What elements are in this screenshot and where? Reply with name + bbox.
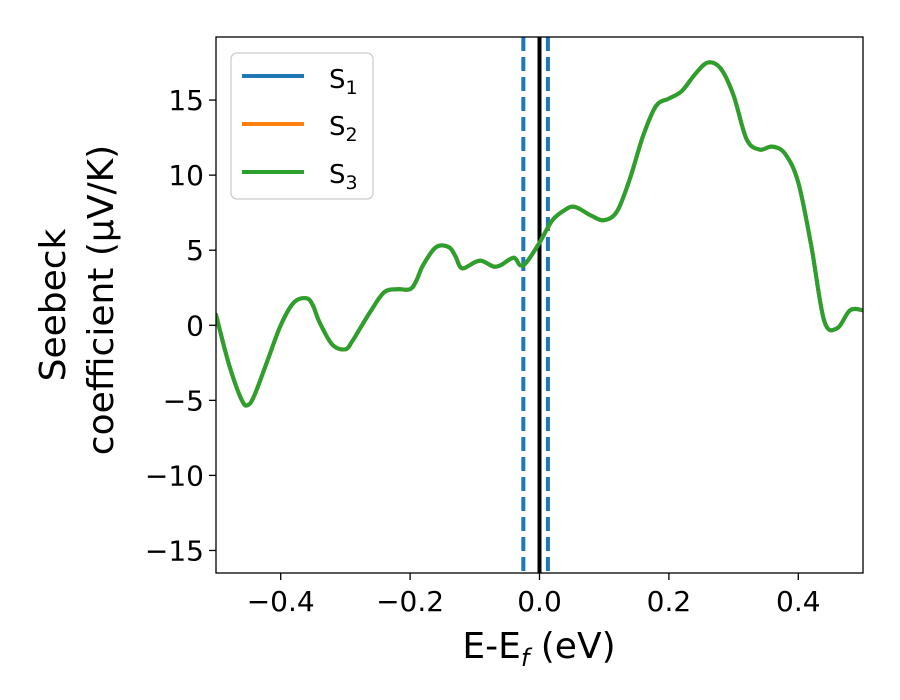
legend: S1 S2 S3 bbox=[230, 52, 374, 200]
y-axis-title-line2: coefficient (μV/K) bbox=[81, 145, 122, 455]
y-tick-label: −10 bbox=[145, 459, 204, 492]
plot-content bbox=[216, 37, 863, 573]
x-axis-title: E-Ef (eV) bbox=[462, 626, 615, 672]
legend-label-s2-sub: 2 bbox=[346, 124, 358, 146]
x-tick-label: 0.0 bbox=[517, 585, 562, 618]
y-tick-label: 10 bbox=[168, 159, 204, 192]
legend-label-s2-main: S bbox=[329, 112, 346, 142]
x-tick-label: −0.4 bbox=[247, 585, 315, 618]
x-axis-title-main: E-E bbox=[462, 626, 520, 667]
y-axis-title-line1: Seebeck bbox=[33, 228, 74, 381]
legend-label-s3-sub: 3 bbox=[346, 172, 358, 194]
y-tick-label: 15 bbox=[168, 84, 204, 117]
legend-label-s3: S3 bbox=[329, 160, 358, 194]
x-tick-label: −0.2 bbox=[376, 585, 444, 618]
legend-label-s1-sub: 1 bbox=[346, 77, 358, 99]
legend-label-s1: S1 bbox=[329, 65, 358, 99]
y-tick-label: −5 bbox=[163, 384, 204, 417]
x-tick-label: 0.2 bbox=[647, 585, 692, 618]
y-tick-label: −15 bbox=[145, 534, 204, 567]
y-tick-label: 0 bbox=[186, 309, 204, 342]
legend-label-s3-main: S bbox=[329, 160, 346, 190]
x-axis-title-unit: (eV) bbox=[529, 626, 615, 667]
plot-area bbox=[216, 37, 863, 573]
axes: −0.4 −0.2 0.0 0.2 0.4 −15 −10 −5 0 5 10 15 bbox=[145, 36, 864, 618]
legend-label-s1-main: S bbox=[329, 65, 346, 95]
x-tick-label: 0.4 bbox=[776, 585, 821, 618]
series-line-s3 bbox=[216, 60, 863, 408]
legend-label-s2: S2 bbox=[329, 112, 358, 146]
y-tick-label: 5 bbox=[186, 234, 204, 267]
